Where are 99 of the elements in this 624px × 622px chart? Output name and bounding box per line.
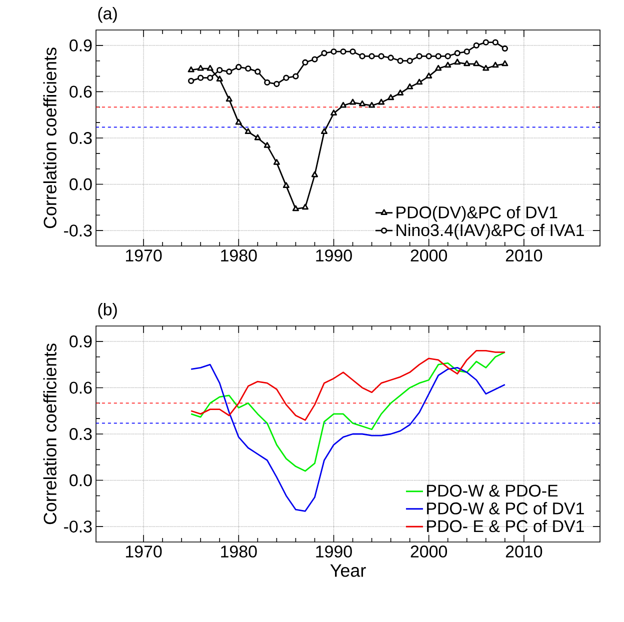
chart-title: (a) bbox=[98, 7, 117, 23]
y-tick-label: 0.0 bbox=[70, 178, 92, 190]
y-tick-label: 0.3 bbox=[70, 132, 92, 144]
x-tick-label: 1990 bbox=[316, 250, 352, 262]
point bbox=[236, 64, 242, 70]
point bbox=[350, 48, 356, 55]
legend-label: PDO(DV)&PC of DV1 bbox=[396, 206, 558, 222]
point bbox=[378, 53, 384, 60]
point bbox=[274, 80, 280, 88]
point bbox=[406, 58, 413, 64]
x-tick-label: 2000 bbox=[410, 250, 448, 262]
y-tick-label: 0.6 bbox=[70, 382, 92, 394]
point bbox=[492, 62, 499, 68]
point bbox=[320, 128, 328, 134]
point bbox=[454, 58, 461, 65]
y-tick-label: 0.9 bbox=[70, 335, 92, 348]
point bbox=[359, 53, 366, 60]
x-tick-label: 2010 bbox=[506, 546, 542, 558]
point bbox=[312, 56, 318, 62]
x-tick-label: 2000 bbox=[410, 546, 448, 558]
y-tick-label: 0.0 bbox=[70, 474, 92, 486]
point bbox=[188, 78, 194, 84]
point bbox=[416, 78, 423, 85]
point bbox=[330, 48, 337, 55]
point bbox=[358, 100, 366, 106]
point bbox=[273, 158, 280, 165]
point bbox=[216, 76, 223, 82]
point bbox=[397, 58, 404, 64]
point bbox=[444, 53, 451, 60]
x-tick-label: 1990 bbox=[316, 546, 352, 558]
point bbox=[254, 68, 261, 75]
point bbox=[198, 74, 204, 81]
legend-label: PDO-W & PC of DV1 bbox=[427, 502, 584, 514]
point bbox=[302, 59, 308, 66]
point bbox=[311, 171, 318, 178]
x-tick-label: 2010 bbox=[506, 250, 542, 262]
point bbox=[397, 90, 404, 96]
point bbox=[502, 60, 508, 66]
point bbox=[216, 67, 223, 74]
point bbox=[482, 39, 489, 46]
point bbox=[378, 98, 385, 105]
point bbox=[435, 64, 442, 71]
point bbox=[340, 48, 346, 55]
point bbox=[302, 204, 308, 210]
point bbox=[206, 64, 214, 71]
point bbox=[226, 68, 232, 75]
point bbox=[207, 74, 214, 81]
point bbox=[368, 102, 376, 108]
point bbox=[416, 53, 422, 60]
legend-label: PDO-W & PDO-E bbox=[427, 484, 558, 497]
point bbox=[292, 73, 299, 80]
point bbox=[473, 42, 480, 49]
x-tick-label: 1970 bbox=[126, 250, 162, 262]
point bbox=[388, 54, 394, 61]
point bbox=[226, 96, 232, 102]
point bbox=[235, 118, 242, 125]
line-series bbox=[190, 350, 506, 421]
point bbox=[473, 60, 480, 66]
point bbox=[283, 74, 290, 81]
point bbox=[188, 66, 194, 72]
x-axis-title: Year bbox=[330, 564, 366, 577]
point bbox=[406, 83, 414, 90]
chart-title: (b) bbox=[98, 303, 117, 319]
point bbox=[197, 64, 204, 71]
point bbox=[464, 48, 470, 55]
point bbox=[321, 50, 328, 56]
y-tick-label: 0.6 bbox=[70, 86, 92, 98]
point bbox=[388, 94, 394, 100]
point bbox=[464, 60, 470, 66]
point bbox=[254, 134, 261, 140]
point bbox=[244, 128, 252, 134]
point bbox=[444, 62, 452, 68]
point bbox=[426, 72, 432, 78]
point bbox=[292, 205, 299, 212]
point bbox=[264, 142, 270, 148]
point bbox=[492, 39, 498, 46]
y-axis-title: Correlation coefficients bbox=[43, 344, 56, 524]
y-tick-label: -0.3 bbox=[64, 520, 92, 533]
x-tick-label: 1970 bbox=[126, 546, 162, 558]
legend-label: PDO- E & PC of DV1 bbox=[427, 520, 584, 532]
point bbox=[482, 64, 490, 71]
legend-label: Nino3.4(IAV)&PC of IVA1 bbox=[396, 224, 584, 240]
y-axis-title: Correlation coefficients bbox=[43, 48, 56, 228]
point bbox=[368, 53, 375, 60]
point bbox=[502, 45, 508, 52]
point bbox=[330, 110, 338, 116]
point bbox=[282, 182, 290, 188]
x-tick-label: 1980 bbox=[221, 546, 257, 558]
y-tick-label: -0.3 bbox=[64, 224, 92, 237]
y-tick-label: 0.9 bbox=[70, 39, 92, 52]
point bbox=[349, 98, 356, 105]
point bbox=[426, 53, 432, 60]
point bbox=[435, 53, 442, 60]
point bbox=[264, 79, 270, 86]
point bbox=[340, 102, 347, 108]
y-tick-label: 0.3 bbox=[70, 428, 92, 440]
point bbox=[454, 50, 460, 56]
point bbox=[245, 65, 252, 72]
x-tick-label: 1980 bbox=[221, 250, 257, 262]
